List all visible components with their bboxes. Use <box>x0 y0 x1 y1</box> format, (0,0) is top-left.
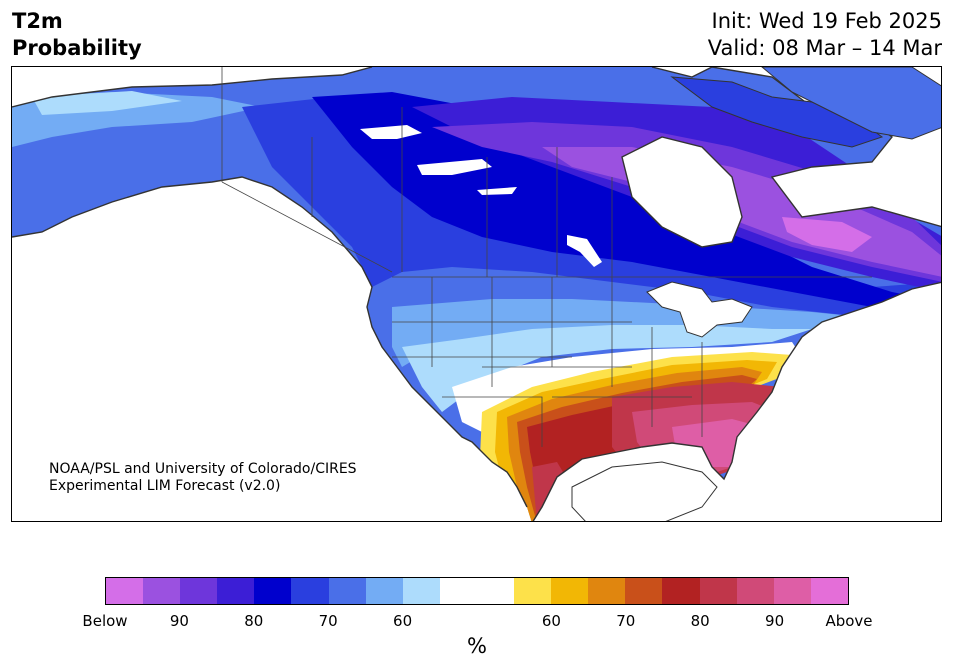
colorbar-cell <box>254 578 292 604</box>
colorbar-tick-label: 60 <box>541 612 561 630</box>
title-variable: T2m <box>12 9 63 33</box>
greenland-edge <box>761 67 941 140</box>
colorbar-cell <box>476 578 515 604</box>
map-panel <box>11 66 942 522</box>
title-type: Probability <box>12 36 142 60</box>
colorbar-cell <box>588 578 626 604</box>
colorbar <box>105 577 849 605</box>
gulf-of-mexico <box>571 461 718 521</box>
coastline <box>12 67 941 521</box>
colorbar-cell <box>514 578 552 604</box>
zone-alaska-white <box>32 91 182 115</box>
hudson-bay <box>621 136 743 248</box>
colorbar-tick-label: 60 <box>393 612 413 630</box>
zone-canada-core <box>312 92 941 317</box>
colorbar-cell <box>106 578 144 604</box>
lake-great-bear <box>360 125 422 139</box>
colorbar-tick-label: Below <box>82 612 128 630</box>
colorbar-cell <box>736 578 774 604</box>
zone-us-central-pale <box>402 325 812 412</box>
political-borders <box>221 67 872 447</box>
great-lakes <box>646 281 753 338</box>
init-date: Init: Wed 19 Feb 2025 <box>711 9 942 33</box>
colorbar-cell <box>625 578 663 604</box>
colorbar-cell <box>699 578 737 604</box>
credit-line2: Experimental LIM Forecast (v2.0) <box>49 478 281 494</box>
colorbar-cell <box>439 578 477 604</box>
colorbar-tick-label: Above <box>825 612 873 630</box>
colorbar-tick-label: 90 <box>169 612 189 630</box>
colorbar-cell <box>328 578 366 604</box>
colorbar-cell <box>365 578 403 604</box>
colorbar-cell <box>810 578 848 604</box>
arctic-islands <box>670 76 884 148</box>
zone-quebec-peak <box>782 217 872 252</box>
colorbar-cell <box>773 578 811 604</box>
colorbar-cell <box>402 578 440 604</box>
valid-range: Valid: 08 Mar – 14 Mar <box>707 36 942 60</box>
colorbar-cell <box>551 578 589 604</box>
colorbar-cell <box>662 578 700 604</box>
probability-map <box>12 67 941 521</box>
colorbar-unit: % <box>467 634 487 658</box>
date-info: Init: Wed 19 Feb 2025 Valid: 08 Mar – 14… <box>708 8 942 62</box>
colorbar-tick-label: 70 <box>318 612 338 630</box>
map-title: T2m Probability <box>12 8 142 62</box>
colorbar-tick-label: 70 <box>616 612 636 630</box>
zone-southeast-pink <box>672 419 762 467</box>
colorbar-cell <box>143 578 181 604</box>
credit-annotation: NOAA/PSL and University of Colorado/CIRE… <box>49 461 357 495</box>
lake-great-slave <box>417 159 492 175</box>
colorbar-tick-label: 90 <box>765 612 785 630</box>
colorbar-cell <box>217 578 255 604</box>
colorbar-tick-label: 80 <box>244 612 264 630</box>
colorbar-cell <box>291 578 329 604</box>
credit-line1: NOAA/PSL and University of Colorado/CIRE… <box>49 461 357 477</box>
lake-winnipeg <box>567 235 602 267</box>
colorbar-cell <box>180 578 218 604</box>
colorbar-tick-label: 80 <box>690 612 710 630</box>
